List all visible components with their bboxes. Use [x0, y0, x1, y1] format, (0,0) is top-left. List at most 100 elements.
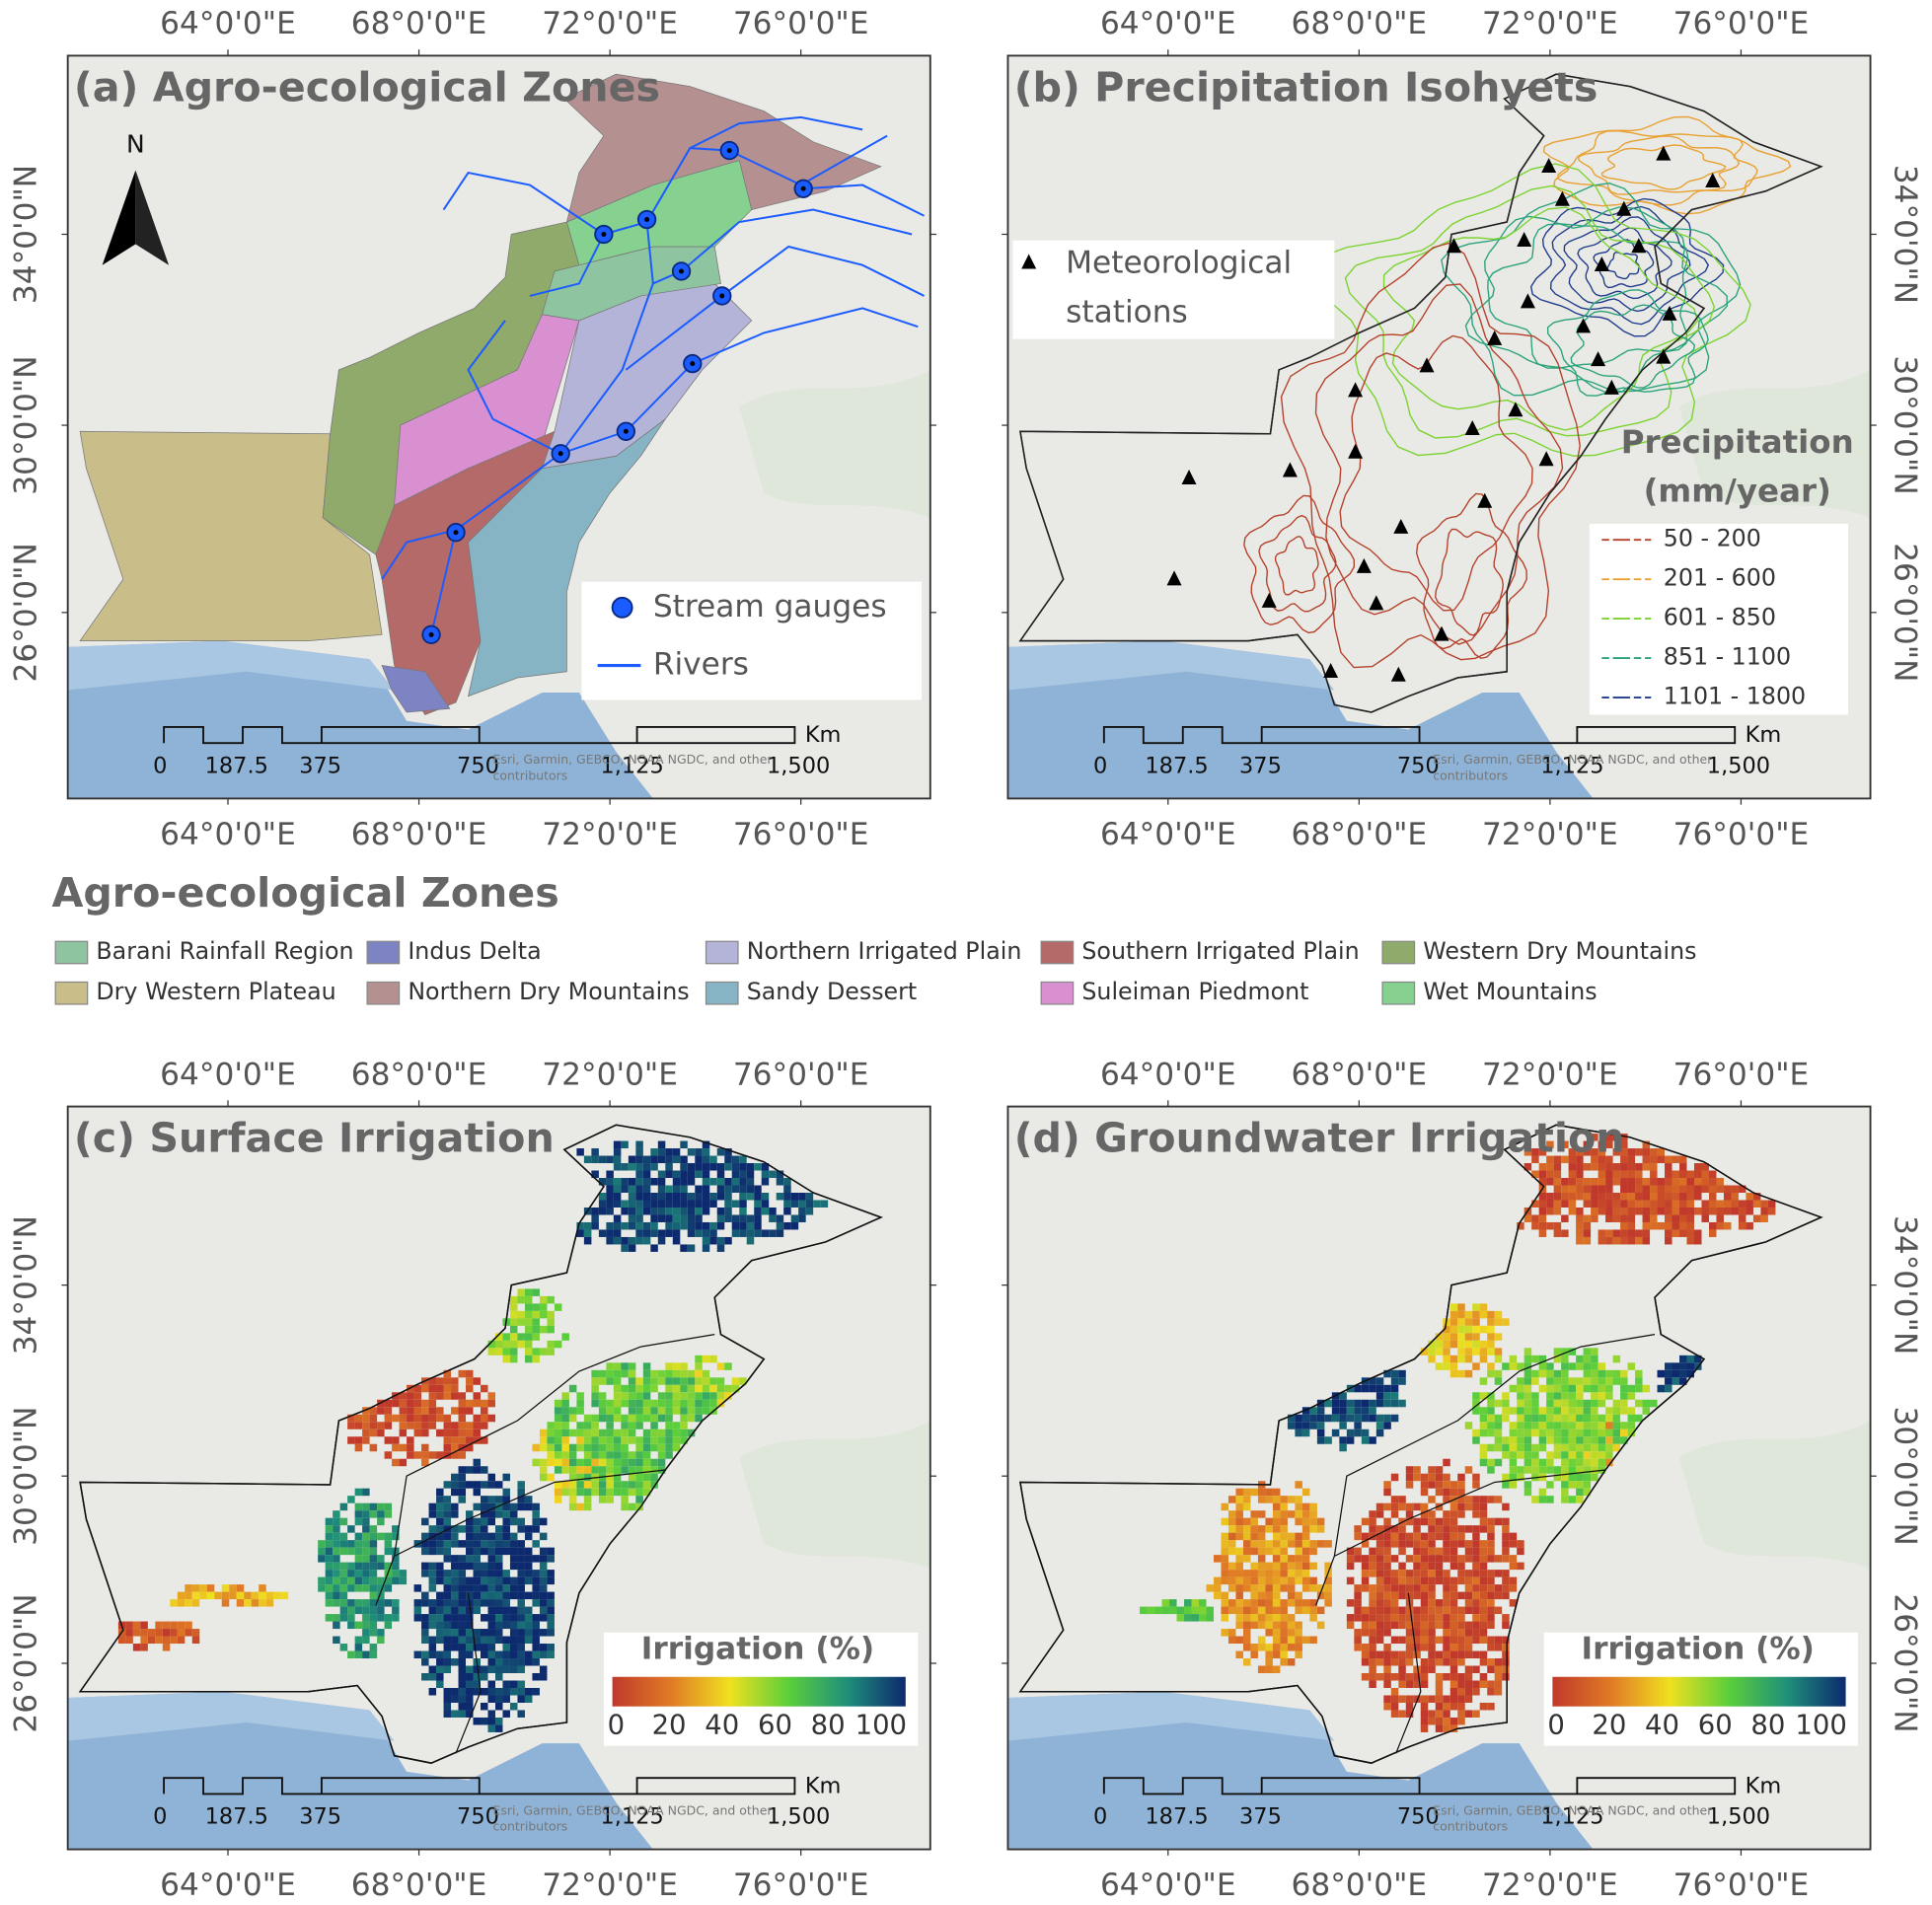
isohyet	[1435, 528, 1505, 636]
irrigation-pixel	[524, 1355, 533, 1363]
irrigation-pixel	[621, 1207, 629, 1215]
longitude-label: 64°0'0"E	[1100, 6, 1236, 41]
irrigation-pixel	[1642, 1178, 1651, 1186]
irrigation-pixel	[1301, 1599, 1310, 1607]
irrigation-pixel	[1390, 1502, 1399, 1511]
irrigation-pixel	[1369, 1510, 1376, 1518]
irrigation-pixel	[466, 1673, 474, 1681]
scale-unit: Km	[1746, 722, 1782, 748]
ocean-shallow	[67, 1691, 395, 1741]
irrigation-pixel	[524, 1576, 533, 1585]
irrigation-pixel	[1605, 1155, 1613, 1164]
irrigation-pixel	[421, 1650, 429, 1659]
irrigation-pixel	[635, 1200, 643, 1208]
irrigation-pixel	[1494, 1555, 1503, 1563]
irrigation-pixel	[421, 1540, 429, 1548]
irrigation-pixel	[517, 1680, 525, 1688]
irrigation-pixel	[1583, 1451, 1592, 1459]
irrigation-pixel	[1390, 1399, 1399, 1408]
irrigation-pixel	[591, 1458, 599, 1467]
irrigation-pixel	[466, 1644, 474, 1651]
irrigation-pixel	[162, 1636, 171, 1645]
irrigation-pixel	[1679, 1377, 1687, 1385]
irrigation-pixel	[494, 1525, 503, 1533]
irrigation-pixel	[583, 1414, 592, 1423]
irrigation-pixel	[716, 1384, 725, 1393]
irrigation-pixel	[443, 1502, 452, 1511]
irrigation-pixel	[1250, 1510, 1258, 1518]
irrigation-pixel	[524, 1532, 533, 1541]
irrigation-pixel	[473, 1481, 482, 1489]
irrigation-pixel	[642, 1207, 651, 1215]
irrigation-pixel	[1435, 1599, 1444, 1607]
irrigation-pixel	[687, 1244, 696, 1252]
irrigation-pixel	[443, 1599, 452, 1607]
irrigation-pixel	[473, 1399, 482, 1408]
irrigation-pixel	[1375, 1502, 1384, 1511]
legend-title: Irrigation (%)	[1582, 1631, 1815, 1666]
irrigation-pixel	[650, 1458, 658, 1467]
irrigation-pixel	[362, 1547, 370, 1556]
irrigation-pixel	[1546, 1140, 1554, 1149]
irrigation-pixel	[221, 1584, 230, 1592]
irrigation-pixel	[1443, 1340, 1450, 1349]
irrigation-pixel	[1331, 1429, 1340, 1437]
irrigation-pixel	[377, 1599, 385, 1607]
irrigation-pixel	[1612, 1207, 1621, 1215]
irrigation-pixel	[1479, 1614, 1488, 1622]
irrigation-pixel	[1398, 1576, 1406, 1585]
irrigation-pixel	[517, 1562, 525, 1571]
stream-gauge-dot	[557, 451, 563, 457]
irrigation-pixel	[1398, 1532, 1406, 1541]
irrigation-pixel	[731, 1377, 740, 1385]
irrigation-pixel	[665, 1214, 673, 1222]
irrigation-pixel	[1420, 1629, 1429, 1637]
longitude-label: 64°0'0"E	[160, 1868, 296, 1903]
irrigation-pixel	[1443, 1621, 1450, 1630]
irrigation-pixel	[509, 1614, 518, 1622]
irrigation-pixel	[1309, 1540, 1317, 1548]
irrigation-pixel	[532, 1325, 540, 1334]
irrigation-pixel	[591, 1377, 599, 1385]
irrigation-pixel	[1324, 1540, 1332, 1548]
irrigation-pixel	[613, 1155, 622, 1164]
irrigation-pixel	[1375, 1650, 1384, 1659]
irrigation-pixel	[369, 1407, 378, 1415]
irrigation-pixel	[783, 1221, 791, 1230]
irrigation-pixel	[1383, 1547, 1391, 1556]
irrigation-pixel	[539, 1644, 548, 1651]
irrigation-pixel	[487, 1650, 495, 1659]
irrigation-pixel	[1375, 1510, 1384, 1518]
irrigation-pixel	[1361, 1629, 1370, 1637]
irrigation-pixel	[1383, 1644, 1391, 1651]
irrigation-pixel	[517, 1547, 525, 1556]
river	[430, 134, 888, 635]
irrigation-pixel	[783, 1193, 791, 1201]
irrigation-pixel	[532, 1502, 540, 1511]
irrigation-pixel	[1375, 1392, 1384, 1400]
irrigation-pixel	[1265, 1629, 1273, 1637]
irrigation-pixel	[539, 1458, 548, 1467]
irrigation-pixel	[1464, 1570, 1473, 1577]
irrigation-pixel	[1361, 1570, 1370, 1577]
irrigation-pixel	[1420, 1584, 1429, 1592]
scale-label: 187.5	[1145, 753, 1208, 778]
irrigation-pixel	[1235, 1576, 1243, 1585]
irrigation-pixel	[1309, 1614, 1317, 1622]
irrigation-pixel	[731, 1384, 740, 1393]
irrigation-pixel	[318, 1540, 326, 1548]
met-station	[1662, 305, 1677, 321]
irrigation-pixel	[1420, 1717, 1429, 1725]
irrigation-pixel	[1523, 1488, 1532, 1497]
irrigation-pixel	[761, 1163, 770, 1171]
irrigation-pixel	[1324, 1584, 1332, 1592]
irrigation-pixel	[524, 1570, 533, 1577]
irrigation-pixel	[354, 1443, 363, 1452]
irrigation-pixel	[606, 1451, 614, 1459]
irrigation-pixel	[1487, 1576, 1495, 1585]
irrigation-pixel	[1538, 1214, 1547, 1222]
irrigation-pixel	[1346, 1614, 1355, 1622]
irrigation-pixel	[1272, 1525, 1281, 1533]
irrigation-pixel	[635, 1458, 643, 1467]
